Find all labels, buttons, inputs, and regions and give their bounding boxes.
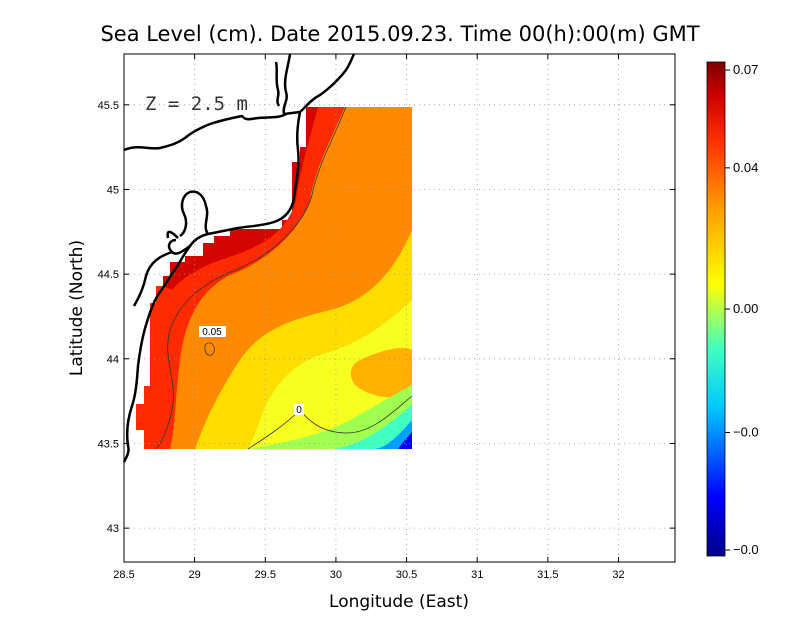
coastline-north: [123, 112, 287, 152]
field-band-blue: [375, 420, 412, 449]
x-tick-label: 29.5: [255, 569, 276, 581]
coastline: [122, 53, 356, 463]
x-tick-label: 28.5: [113, 569, 134, 581]
y-tick-label: 43.5: [98, 438, 119, 450]
field-band-orange-patch: [350, 348, 412, 398]
x-tick-label: 31: [471, 569, 483, 581]
field-band-green: [250, 385, 412, 449]
contour-0.05: [155, 106, 347, 450]
colorbar-tick-label: 0.00: [733, 301, 758, 316]
coastline-lake: [166, 230, 179, 239]
x-axis-ticks: 28.5 29 29.5 30 30.5 31 31.5 32: [113, 54, 625, 581]
y-tick-label: 43: [107, 523, 119, 535]
coastline-lagoon: [274, 61, 281, 107]
coastline-west: [122, 245, 192, 463]
colorbar-tick-label: 0.07: [733, 62, 758, 77]
contour-label-bg-0.05: [199, 326, 226, 337]
y-axis-label: Latitude (North): [67, 240, 87, 376]
gridlines: [124, 54, 675, 562]
coastline-inlet: [179, 190, 210, 238]
field-band-cyan: [335, 405, 412, 449]
field-band-darkred: [163, 107, 318, 290]
y-tick-label: 44.5: [98, 269, 119, 281]
coastline-cape: [132, 250, 173, 307]
colorbar: [706, 61, 726, 557]
contour-lines: [155, 106, 413, 450]
x-tick-label: 30.5: [396, 569, 417, 581]
contour-label-0.05: 0.05: [202, 327, 222, 338]
sea-level-field: [136, 107, 412, 449]
colorbar-tick-label: 0.04: [733, 160, 758, 175]
x-tick-label: 29: [189, 569, 201, 581]
y-tick-label: 45: [107, 184, 119, 196]
x-tick-label: 32: [612, 569, 624, 581]
plot-frame: [123, 53, 676, 563]
contour-0: [247, 395, 413, 450]
depth-annotation: Z = 2.5 m: [145, 93, 248, 115]
contour-label-0: 0: [296, 405, 302, 416]
contour-0.05-loop: [204, 342, 215, 356]
x-tick-label: 31.5: [537, 569, 558, 581]
chart-title: Sea Level (cm). Date 2015.09.23. Time 00…: [100, 22, 699, 46]
y-axis-ticks: 43 43.5 44 44.5 45 45.5: [98, 100, 675, 535]
colorbar-ticks: 0.07 0.04 0.00 −0.0 −0.0: [725, 62, 759, 557]
colorbar-tick-label: −0.0: [733, 425, 759, 440]
contour-labels: 0.05 0: [199, 326, 304, 416]
x-tick-label: 30: [330, 569, 342, 581]
x-axis-label: Longitude (East): [329, 592, 469, 612]
field-band-darkblue: [398, 432, 412, 449]
coastline-main: [282, 53, 356, 116]
y-tick-label: 45.5: [98, 100, 119, 112]
y-tick-label: 44: [107, 354, 119, 366]
contour-label-bg-0: [294, 404, 304, 415]
colorbar-tick-label: −0.0: [733, 542, 759, 557]
